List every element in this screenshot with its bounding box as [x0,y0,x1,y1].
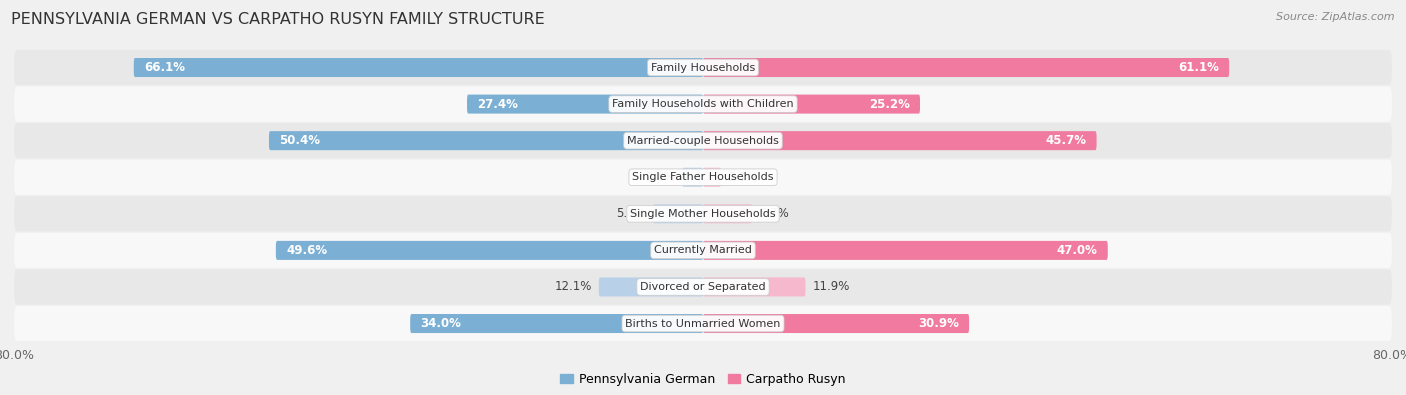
FancyBboxPatch shape [703,131,1097,150]
Text: 11.9%: 11.9% [813,280,849,293]
Text: 5.8%: 5.8% [617,207,647,220]
Text: 49.6%: 49.6% [287,244,328,257]
Text: 5.7%: 5.7% [759,207,789,220]
FancyBboxPatch shape [703,58,1229,77]
Text: Family Households with Children: Family Households with Children [612,99,794,109]
FancyBboxPatch shape [703,204,752,223]
FancyBboxPatch shape [14,87,1392,122]
FancyBboxPatch shape [14,50,1392,85]
FancyBboxPatch shape [269,131,703,150]
FancyBboxPatch shape [682,168,703,187]
FancyBboxPatch shape [411,314,703,333]
Text: 25.2%: 25.2% [869,98,910,111]
Text: 12.1%: 12.1% [554,280,592,293]
FancyBboxPatch shape [703,241,1108,260]
Text: 34.0%: 34.0% [420,317,461,330]
Text: Source: ZipAtlas.com: Source: ZipAtlas.com [1277,12,1395,22]
Text: PENNSYLVANIA GERMAN VS CARPATHO RUSYN FAMILY STRUCTURE: PENNSYLVANIA GERMAN VS CARPATHO RUSYN FA… [11,12,546,27]
FancyBboxPatch shape [14,306,1392,341]
FancyBboxPatch shape [703,314,969,333]
FancyBboxPatch shape [14,196,1392,231]
Text: Births to Unmarried Women: Births to Unmarried Women [626,318,780,329]
Text: Single Father Households: Single Father Households [633,172,773,182]
Text: 2.1%: 2.1% [728,171,758,184]
FancyBboxPatch shape [134,58,703,77]
Text: 47.0%: 47.0% [1056,244,1098,257]
Legend: Pennsylvania German, Carpatho Rusyn: Pennsylvania German, Carpatho Rusyn [555,368,851,391]
FancyBboxPatch shape [14,160,1392,195]
Text: Married-couple Households: Married-couple Households [627,135,779,146]
Text: 45.7%: 45.7% [1045,134,1087,147]
FancyBboxPatch shape [14,269,1392,305]
Text: 66.1%: 66.1% [143,61,186,74]
FancyBboxPatch shape [599,277,703,297]
FancyBboxPatch shape [276,241,703,260]
FancyBboxPatch shape [652,204,703,223]
Text: Divorced or Separated: Divorced or Separated [640,282,766,292]
Text: 50.4%: 50.4% [280,134,321,147]
FancyBboxPatch shape [467,94,703,114]
FancyBboxPatch shape [703,277,806,297]
Text: Family Households: Family Households [651,62,755,73]
Text: 61.1%: 61.1% [1178,61,1219,74]
FancyBboxPatch shape [703,94,920,114]
Text: 30.9%: 30.9% [918,317,959,330]
Text: 2.4%: 2.4% [645,171,675,184]
FancyBboxPatch shape [14,123,1392,158]
Text: Single Mother Households: Single Mother Households [630,209,776,219]
FancyBboxPatch shape [14,233,1392,268]
FancyBboxPatch shape [703,168,721,187]
Text: Currently Married: Currently Married [654,245,752,256]
Text: 27.4%: 27.4% [478,98,519,111]
